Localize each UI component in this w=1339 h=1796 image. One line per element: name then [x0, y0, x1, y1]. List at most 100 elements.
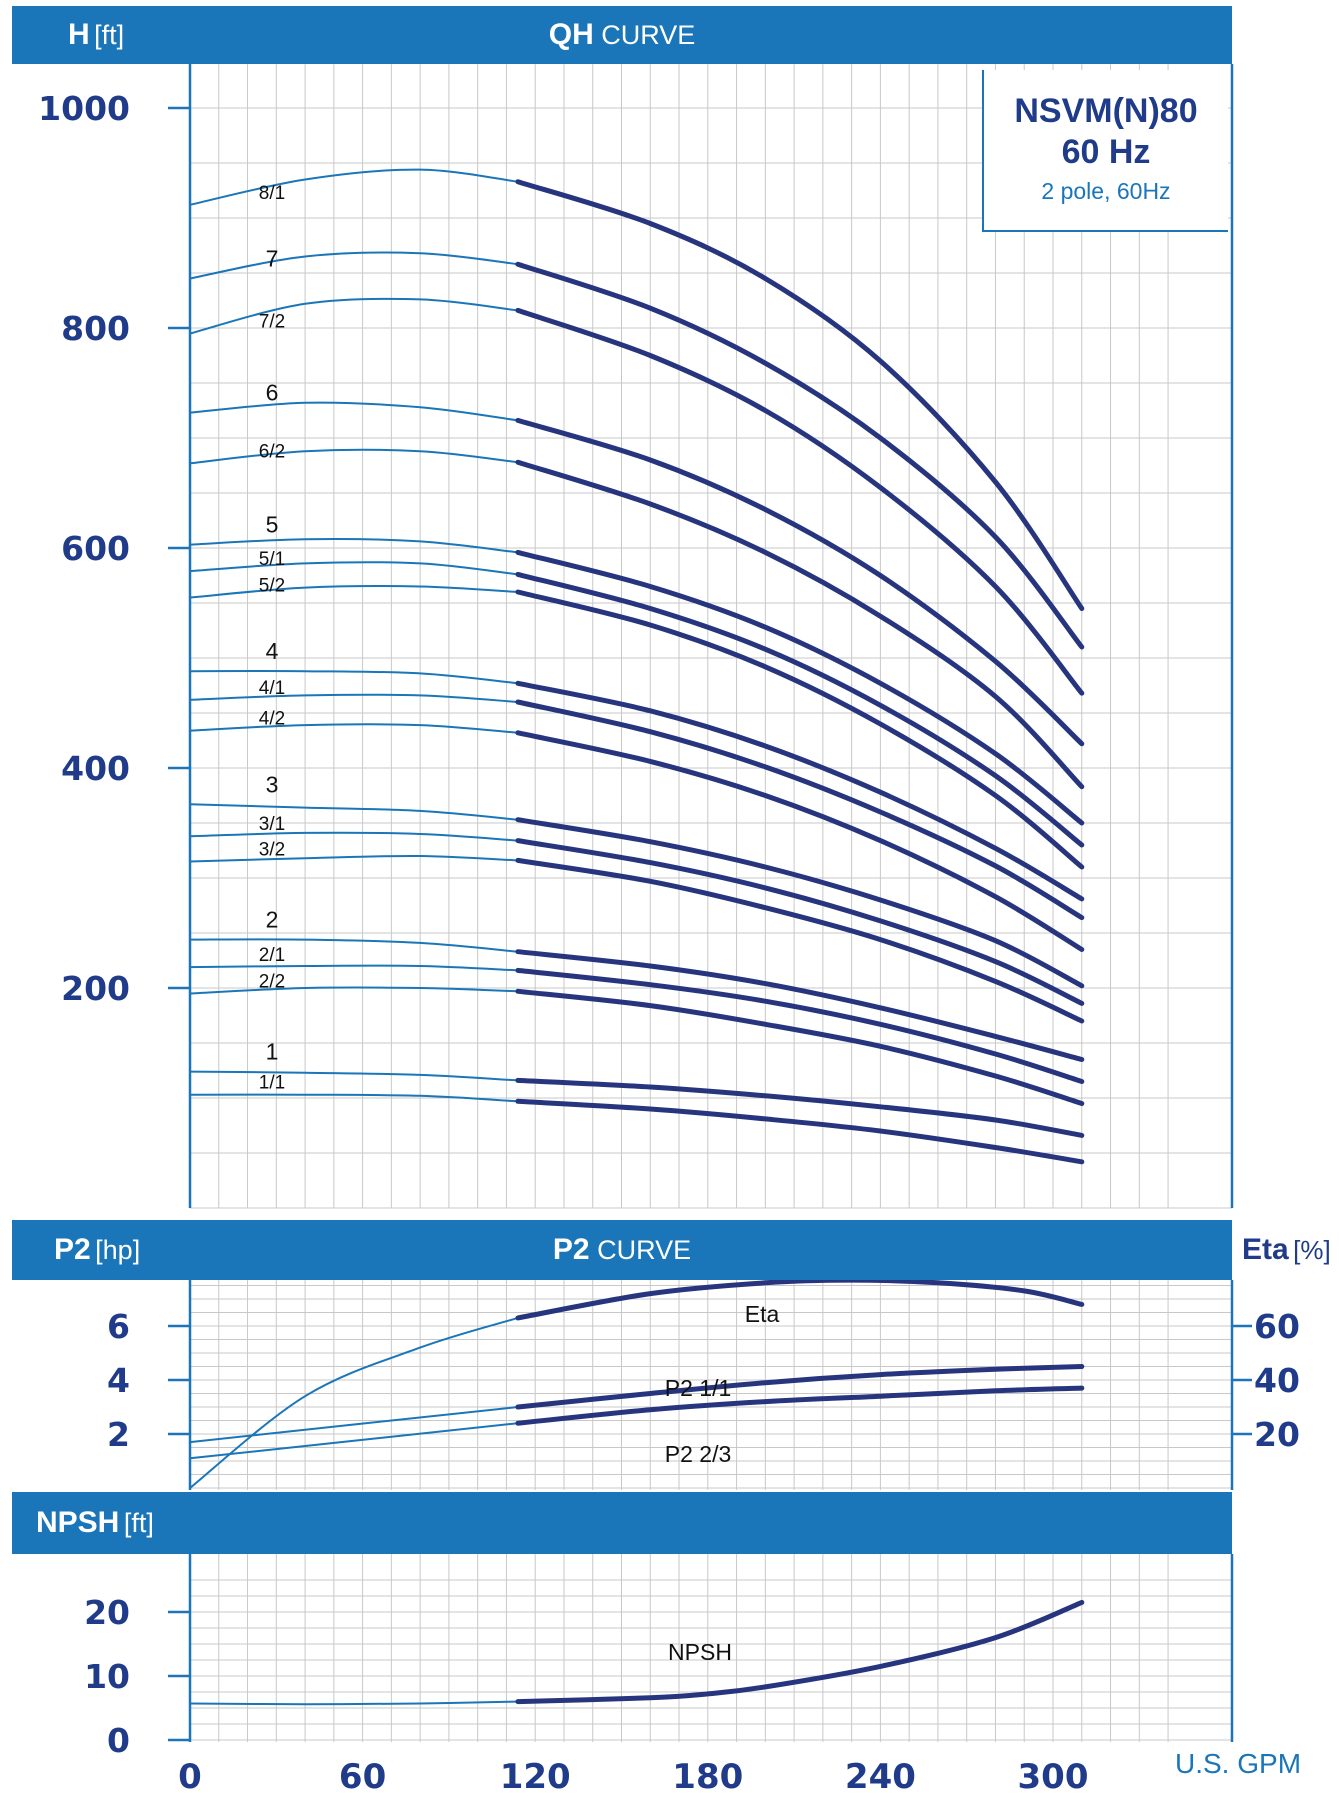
qh-5-curve	[515, 549, 1085, 826]
qh-2-2-curve-thin	[189, 986, 518, 995]
qh-6-curve-thin	[189, 401, 519, 422]
qh-4-curve-thin	[189, 670, 519, 685]
qh-7-2-curve-thin	[189, 297, 519, 335]
qh-3-2-label: 3/2	[259, 840, 285, 861]
qh-4-1-curve	[515, 699, 1085, 921]
npsh-axis-tick-label: 20	[84, 1593, 130, 1632]
x-axis-tick-label: 120	[500, 1757, 571, 1796]
curve-labels: 8/1 7 7/2 6 6/2 5 5/1 5/2 4 4/1 4/2 3 3/1 3/2 2 2/1 2/2 1…	[259, 183, 780, 1665]
qh-4-1-curve-thin	[189, 693, 518, 703]
p2-axis-title: P2 [hp]	[54, 1220, 140, 1280]
qh-5-1-curve-thin	[189, 561, 519, 576]
qh-5-2-curve	[515, 589, 1085, 870]
qh-5-2-label: 5/2	[259, 576, 285, 597]
qh-4-curve	[515, 680, 1085, 902]
qh-3-1-curve	[515, 838, 1085, 1006]
qh-2-curve-thin	[189, 938, 518, 953]
qh-5-curve-thin	[189, 537, 519, 554]
qh-8-1-curve	[515, 179, 1085, 611]
qh-1-1-label: 1/1	[259, 1073, 285, 1094]
npsh-curve	[515, 1599, 1085, 1705]
npsh-axis-title: NPSH [ft]	[36, 1492, 154, 1554]
qh-3-curve-thin	[189, 803, 518, 821]
eta-axis-tick-label: 40	[1254, 1361, 1300, 1400]
model-info-box: NSVM(N)80 60 Hz 2 pole, 60Hz	[982, 70, 1228, 232]
x-axis-tick-label: 240	[845, 1757, 916, 1796]
qh-5-label: 5	[266, 512, 279, 538]
qh-title-rest: CURVE	[593, 19, 696, 50]
p2-axis-tick-label: 6	[107, 1307, 130, 1346]
qh-1-label: 1	[266, 1039, 279, 1065]
qh-7-curve-thin	[189, 251, 519, 280]
qh-1-1-curve-thin	[189, 1093, 518, 1103]
h-axis-unit: [ft]	[94, 19, 125, 50]
p2-axis-unit: [hp]	[95, 1234, 141, 1265]
h-axis-tick-label: 800	[61, 309, 130, 348]
npsh-axis-name: NPSH	[36, 1506, 120, 1539]
qh-8-1-label: 8/1	[259, 183, 285, 204]
qh-1-1-curve	[515, 1098, 1085, 1165]
eta-axis-unit: [%]	[1293, 1234, 1331, 1265]
qh-header-band: H [ft] QH CURVE	[12, 6, 1232, 64]
h-axis-title: H [ft]	[68, 6, 124, 64]
npsh-curve-thin	[189, 1700, 518, 1706]
x-axis-tick-label: 180	[672, 1757, 743, 1796]
qh-8-1-curve-thin	[189, 168, 519, 206]
eta-axis-title: Eta [%]	[1242, 1220, 1331, 1280]
p2-axis-tick-label: 4	[107, 1361, 130, 1400]
qh-3-2-curve-thin	[189, 854, 518, 863]
p2-axis-tick-label: 2	[107, 1415, 130, 1454]
p2-title-bold: P2	[552, 1233, 590, 1266]
qh-3-2-curve	[515, 857, 1085, 1024]
h-axis-tick-label: 600	[61, 529, 130, 568]
qh-4-2-curve	[515, 730, 1085, 952]
qh-2-2-curve	[515, 988, 1085, 1106]
model-description: 2 pole, 60Hz	[1041, 178, 1171, 204]
qh-6-label: 6	[266, 380, 279, 406]
curves	[189, 168, 1085, 1706]
qh-7-curve	[515, 261, 1085, 650]
axes	[168, 64, 1252, 1742]
eta-axis-tick-label: 20	[1254, 1415, 1300, 1454]
qh-4-2-label: 4/2	[259, 709, 285, 730]
p2-title-rest: CURVE	[589, 1234, 692, 1265]
npsh-header-band: NPSH [ft]	[12, 1492, 1232, 1554]
qh-title-bold: QH	[548, 18, 594, 51]
qh-7-2-curve	[515, 307, 1085, 696]
qh-4-1-label: 4/1	[259, 678, 285, 699]
qh-1-curve	[515, 1077, 1085, 1138]
qh-1-curve-thin	[189, 1070, 518, 1082]
qh-6-curve	[515, 417, 1085, 747]
qh-5-1-label: 5/1	[259, 549, 285, 570]
p2-2-3-curve-label: P2 2/3	[665, 1441, 732, 1467]
p2-curve-title: P2 CURVE	[12, 1220, 1232, 1280]
eta-axis-tick-label: 60	[1254, 1307, 1300, 1346]
npsh-axis-unit: [ft]	[123, 1507, 154, 1538]
qh-6-2-label: 6/2	[259, 441, 285, 462]
qh-curve-title: QH CURVE	[12, 6, 1232, 64]
x-axis-tick-label: 300	[1018, 1757, 1089, 1796]
h-axis-tick-label: 1000	[38, 89, 130, 128]
p2-P2-2-3-curve	[515, 1385, 1085, 1426]
npsh-curve-label: NPSH	[668, 1639, 732, 1665]
p2-1-1-curve-label: P2 1/1	[665, 1375, 732, 1401]
model-name: NSVM(N)80	[1014, 92, 1198, 130]
qh-3-1-label: 3/1	[259, 814, 285, 835]
qh-5-1-curve	[515, 571, 1085, 848]
qh-2-curve	[515, 949, 1085, 1062]
p2-P2-2-3-curve-thin	[189, 1422, 519, 1460]
grid	[189, 64, 1232, 1742]
qh-2-label: 2	[266, 907, 279, 933]
p2-P2-1-1-curve	[515, 1364, 1085, 1410]
qh-7-label: 7	[266, 246, 279, 272]
qh-7-2-label: 7/2	[259, 312, 285, 333]
h-axis-tick-label: 200	[61, 969, 130, 1008]
qh-6-2-curve	[515, 459, 1085, 790]
x-axis-tick-label: 0	[178, 1757, 202, 1796]
qh-2-1-curve-thin	[189, 964, 518, 972]
qh-4-label: 4	[266, 638, 279, 664]
p2-axis-name: P2	[54, 1233, 91, 1266]
eta-curve-label: Eta	[745, 1301, 780, 1327]
